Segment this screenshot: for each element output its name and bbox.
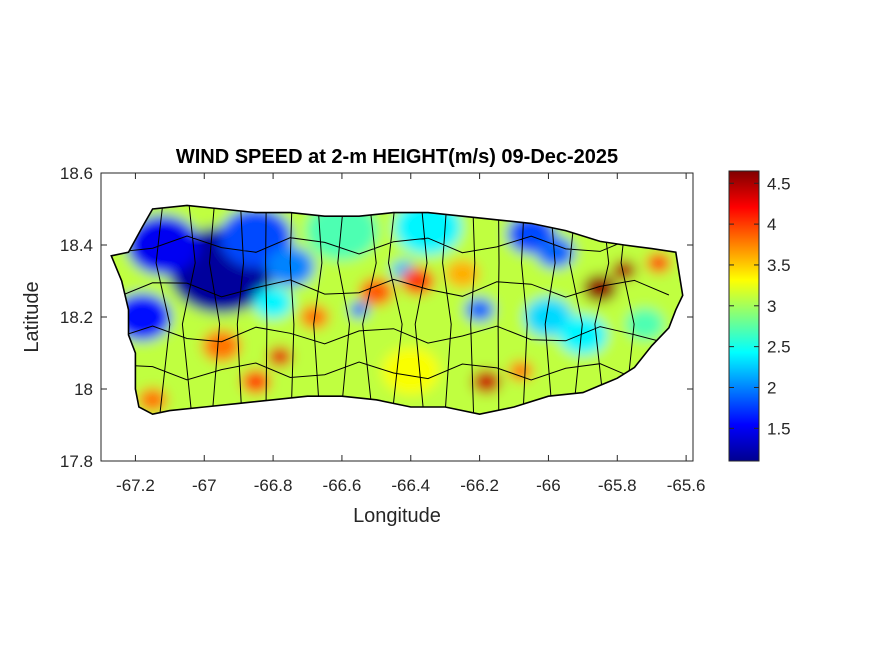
x-tick-label: -65.8 <box>598 476 637 495</box>
municipality-lines <box>118 205 670 415</box>
colorbar-tick-label: 2.5 <box>767 338 791 357</box>
wind-feature-24 <box>583 274 617 303</box>
x-tick-label: -67 <box>192 476 217 495</box>
x-tick-label: -66 <box>536 476 561 495</box>
plot-axes: -67.2 -67 -66.8 -66.6 -66.4 -66.2 -66 -65.8 -65.… <box>21 164 705 527</box>
colorbar-tick-label: 2 <box>767 378 776 397</box>
y-tick-label: 18.2 <box>60 308 93 327</box>
wind-feature-16 <box>445 259 480 288</box>
x-tick-label: -66.4 <box>391 476 430 495</box>
wind-feature-10 <box>465 297 495 322</box>
wind-feature-9 <box>536 236 575 269</box>
wind-feature-19 <box>267 346 293 367</box>
wind-feature-22 <box>472 369 501 394</box>
wind-feature-25 <box>612 260 637 281</box>
x-tick-label: -66.2 <box>460 476 499 495</box>
x-axis-ticks: -67.2 -67 -66.8 -66.6 -66.4 -66.2 -66 -65.8 -65.… <box>116 173 705 495</box>
wind-feature-11 <box>524 297 573 337</box>
x-tick-label: -65.6 <box>667 476 706 495</box>
y-tick-label: 18 <box>74 380 93 399</box>
x-tick-label: -66.6 <box>323 476 362 495</box>
colorbar: 1.5 2 2.5 3 3.5 4 4.5 <box>728 170 791 462</box>
y-tick-label: 17.8 <box>60 452 93 471</box>
wind-feature-21 <box>138 387 168 412</box>
island-outline <box>110 204 684 416</box>
y-axis-label: Latitude <box>21 281 43 352</box>
y-axis-ticks: 17.8 18 18.2 18.4 18.6 <box>60 164 693 471</box>
wind-feature-12 <box>349 301 369 318</box>
wind-feature-28 <box>625 308 665 341</box>
wind-feature-20 <box>241 369 271 394</box>
colorbar-tick-label: 4 <box>767 215 776 234</box>
chart-title: WIND SPEED at 2-m HEIGHT(m/s) 09-Dec-202… <box>176 146 618 168</box>
municipality-boundaries <box>110 204 684 416</box>
wind-feature-29 <box>381 347 440 395</box>
colorbar-ticks: 1.5 2 2.5 3 3.5 4 4.5 <box>729 174 791 438</box>
colorbar-tick-label: 3.5 <box>767 256 791 275</box>
y-tick-label: 18.6 <box>60 164 93 183</box>
wind-feature-26 <box>646 253 671 273</box>
y-tick-label: 18.4 <box>60 236 93 255</box>
colorbar-tick-label: 1.5 <box>767 419 791 438</box>
x-axis-label: Longitude <box>353 505 441 527</box>
wind-feature-27 <box>558 315 607 355</box>
wind-feature-15 <box>400 267 435 295</box>
x-tick-label: -66.8 <box>254 476 293 495</box>
wind-feature-14 <box>359 277 394 306</box>
wind-feature-18 <box>202 329 241 362</box>
colorbar-ramp <box>728 170 760 462</box>
colorbar-tick-label: 3 <box>767 297 776 316</box>
wind-feature-13 <box>253 286 293 319</box>
colorbar-tick-label: 4.5 <box>767 174 791 193</box>
x-tick-label: -67.2 <box>116 476 155 495</box>
wind-feature-23 <box>508 361 533 381</box>
